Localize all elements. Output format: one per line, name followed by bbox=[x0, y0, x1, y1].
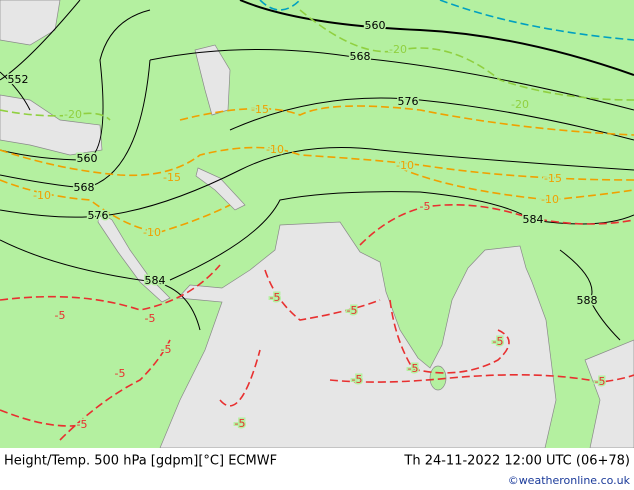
island bbox=[429, 365, 447, 391]
footer-band bbox=[0, 448, 634, 490]
contour-label: -5 bbox=[595, 375, 606, 388]
contour-label: 588 bbox=[577, 294, 598, 307]
contour-label: -20 bbox=[389, 43, 407, 56]
credit: ©weatheronline.co.uk bbox=[508, 474, 631, 487]
contour-label: -10 bbox=[143, 226, 161, 239]
contour-label: 568 bbox=[74, 181, 95, 194]
footer-left: Height/Temp. 500 hPa [gdpm][°C] ECMWF bbox=[4, 454, 277, 469]
contour-label: -10 bbox=[266, 143, 284, 156]
contour-label: -15 bbox=[544, 172, 562, 185]
contour-label: -15 bbox=[163, 171, 181, 184]
temp-contours-orange bbox=[0, 105, 634, 233]
contour-label: 576 bbox=[88, 209, 109, 222]
contour-label: -5 bbox=[493, 335, 504, 348]
contour-label: -5 bbox=[270, 291, 281, 304]
contour-label: 560 bbox=[77, 152, 98, 165]
contour-label: -5 bbox=[420, 200, 431, 213]
sea bbox=[0, 0, 634, 449]
footer-right: Th 24-11-2022 12:00 UTC (06+78) bbox=[403, 454, 630, 469]
contour-label: 568 bbox=[350, 50, 371, 63]
contour-label: 584 bbox=[145, 274, 166, 287]
contour-label: 576 bbox=[398, 95, 419, 108]
contour-label: -20 bbox=[511, 98, 529, 111]
contour-label: 552 bbox=[8, 73, 29, 86]
contour-label: -5 bbox=[145, 312, 156, 325]
contour-label: -10 bbox=[33, 189, 51, 202]
temp-contours-blue bbox=[259, 0, 634, 41]
contour-label: -5 bbox=[55, 309, 66, 322]
temp-contours-green bbox=[0, 9, 634, 121]
contour-label: -20 bbox=[64, 108, 82, 121]
contour-label: 584 bbox=[523, 213, 544, 226]
contour-label: -15 bbox=[251, 103, 269, 116]
contour-label: -5 bbox=[115, 367, 126, 380]
contour-label: 560 bbox=[365, 19, 386, 32]
contour-label: -5 bbox=[352, 373, 363, 386]
height-contours bbox=[0, 0, 634, 341]
contour-label: -5 bbox=[347, 304, 358, 317]
contour-label: -10 bbox=[396, 159, 414, 172]
contour-label: -5 bbox=[235, 417, 246, 430]
contour-label: -5 bbox=[161, 343, 172, 356]
contour-label: -10 bbox=[541, 193, 559, 206]
contour-label: -5 bbox=[77, 418, 88, 431]
contour-label: -5 bbox=[408, 362, 419, 375]
temp-contours-red bbox=[0, 203, 634, 441]
